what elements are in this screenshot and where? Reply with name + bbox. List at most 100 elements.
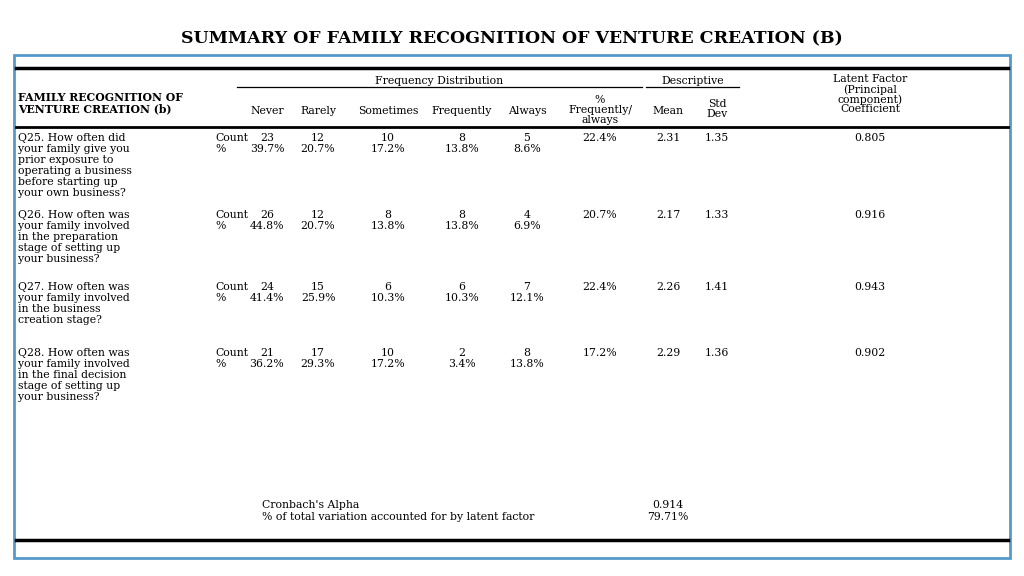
Text: %: % xyxy=(215,221,225,231)
Text: 13.8%: 13.8% xyxy=(371,221,406,231)
Text: your family involved: your family involved xyxy=(18,359,130,369)
Text: Always: Always xyxy=(508,106,547,116)
Text: 2.31: 2.31 xyxy=(655,133,680,143)
Text: your family involved: your family involved xyxy=(18,293,130,303)
Text: 10: 10 xyxy=(381,133,395,143)
Text: in the preparation: in the preparation xyxy=(18,232,118,242)
Text: FAMILY RECOGNITION OF: FAMILY RECOGNITION OF xyxy=(18,92,183,103)
Text: 1.35: 1.35 xyxy=(705,133,729,143)
Text: 20.7%: 20.7% xyxy=(583,210,617,220)
Text: 5: 5 xyxy=(523,133,530,143)
Text: 0.916: 0.916 xyxy=(854,210,886,220)
Text: stage of setting up: stage of setting up xyxy=(18,243,120,253)
Text: 12.1%: 12.1% xyxy=(510,293,545,303)
Text: %: % xyxy=(215,359,225,369)
Text: 20.7%: 20.7% xyxy=(301,221,335,231)
Text: 13.8%: 13.8% xyxy=(510,359,545,369)
Text: 17.2%: 17.2% xyxy=(583,348,617,358)
Text: Coefficient: Coefficient xyxy=(840,104,900,114)
Text: 41.4%: 41.4% xyxy=(250,293,285,303)
Text: 36.2%: 36.2% xyxy=(250,359,285,369)
Text: Never: Never xyxy=(250,106,284,116)
Text: Q26. How often was: Q26. How often was xyxy=(18,210,129,220)
Text: creation stage?: creation stage? xyxy=(18,315,101,325)
Text: your own business?: your own business? xyxy=(18,188,126,198)
Text: 12: 12 xyxy=(311,133,325,143)
Text: 22.4%: 22.4% xyxy=(583,282,617,292)
Text: 10: 10 xyxy=(381,348,395,358)
Text: Q28. How often was: Q28. How often was xyxy=(18,348,129,358)
Text: 44.8%: 44.8% xyxy=(250,221,285,231)
Text: (Principal: (Principal xyxy=(843,84,897,94)
Text: 25.9%: 25.9% xyxy=(301,293,335,303)
Text: always: always xyxy=(582,115,618,125)
Text: 15: 15 xyxy=(311,282,325,292)
Text: in the business: in the business xyxy=(18,304,100,314)
Text: 0.805: 0.805 xyxy=(854,133,886,143)
Text: 1.36: 1.36 xyxy=(705,348,729,358)
Text: prior exposure to: prior exposure to xyxy=(18,155,114,165)
Text: SUMMARY OF FAMILY RECOGNITION OF VENTURE CREATION (B): SUMMARY OF FAMILY RECOGNITION OF VENTURE… xyxy=(181,30,843,47)
Text: 6.9%: 6.9% xyxy=(513,221,541,231)
Text: 29.3%: 29.3% xyxy=(301,359,335,369)
Text: 22.4%: 22.4% xyxy=(583,133,617,143)
Text: 24: 24 xyxy=(260,282,274,292)
Text: 79.71%: 79.71% xyxy=(647,512,689,522)
Text: Cronbach's Alpha: Cronbach's Alpha xyxy=(262,500,359,510)
Text: 0.943: 0.943 xyxy=(854,282,886,292)
Text: 17.2%: 17.2% xyxy=(371,359,406,369)
Text: 2.26: 2.26 xyxy=(655,282,680,292)
Text: your business?: your business? xyxy=(18,392,99,402)
Text: 26: 26 xyxy=(260,210,274,220)
Text: 7: 7 xyxy=(523,282,530,292)
Text: stage of setting up: stage of setting up xyxy=(18,381,120,391)
Text: Dev: Dev xyxy=(707,109,728,119)
Text: 0.914: 0.914 xyxy=(652,500,684,510)
Text: 4: 4 xyxy=(523,210,530,220)
Text: Count: Count xyxy=(215,282,248,292)
Text: 8: 8 xyxy=(459,210,466,220)
Text: %: % xyxy=(215,144,225,154)
Text: 6: 6 xyxy=(384,282,391,292)
Text: % of total variation accounted for by latent factor: % of total variation accounted for by la… xyxy=(262,512,535,522)
Text: Frequently/: Frequently/ xyxy=(568,105,632,115)
Text: 10.3%: 10.3% xyxy=(371,293,406,303)
Text: 13.8%: 13.8% xyxy=(444,144,479,154)
Text: before starting up: before starting up xyxy=(18,177,118,187)
Text: 8: 8 xyxy=(459,133,466,143)
Text: 8: 8 xyxy=(523,348,530,358)
Text: 21: 21 xyxy=(260,348,274,358)
Text: Frequently: Frequently xyxy=(432,106,493,116)
Text: operating a business: operating a business xyxy=(18,166,132,176)
Text: in the final decision: in the final decision xyxy=(18,370,126,380)
Text: 8.6%: 8.6% xyxy=(513,144,541,154)
Text: Descriptive: Descriptive xyxy=(662,76,724,86)
Text: 20.7%: 20.7% xyxy=(301,144,335,154)
Text: Count: Count xyxy=(215,210,248,220)
Text: 8: 8 xyxy=(384,210,391,220)
Text: Frequency Distribution: Frequency Distribution xyxy=(376,76,504,86)
Text: your family involved: your family involved xyxy=(18,221,130,231)
Text: 12: 12 xyxy=(311,210,325,220)
Text: Rarely: Rarely xyxy=(300,106,336,116)
Text: component): component) xyxy=(838,94,902,105)
Text: Q25. How often did: Q25. How often did xyxy=(18,133,126,143)
Text: your family give you: your family give you xyxy=(18,144,130,154)
Text: 39.7%: 39.7% xyxy=(250,144,285,154)
Bar xyxy=(14,55,1010,558)
Text: Mean: Mean xyxy=(652,106,683,116)
Text: 10.3%: 10.3% xyxy=(444,293,479,303)
Text: %: % xyxy=(595,95,605,105)
Text: Q27. How often was: Q27. How often was xyxy=(18,282,129,292)
Text: 2.17: 2.17 xyxy=(656,210,680,220)
Text: Count: Count xyxy=(215,348,248,358)
Text: %: % xyxy=(215,293,225,303)
Text: 1.33: 1.33 xyxy=(705,210,729,220)
Text: VENTURE CREATION (b): VENTURE CREATION (b) xyxy=(18,103,171,114)
Text: 13.8%: 13.8% xyxy=(444,221,479,231)
Text: Count: Count xyxy=(215,133,248,143)
Text: Std: Std xyxy=(708,99,726,109)
Text: 2: 2 xyxy=(459,348,466,358)
Text: 0.902: 0.902 xyxy=(854,348,886,358)
Text: your business?: your business? xyxy=(18,254,99,264)
